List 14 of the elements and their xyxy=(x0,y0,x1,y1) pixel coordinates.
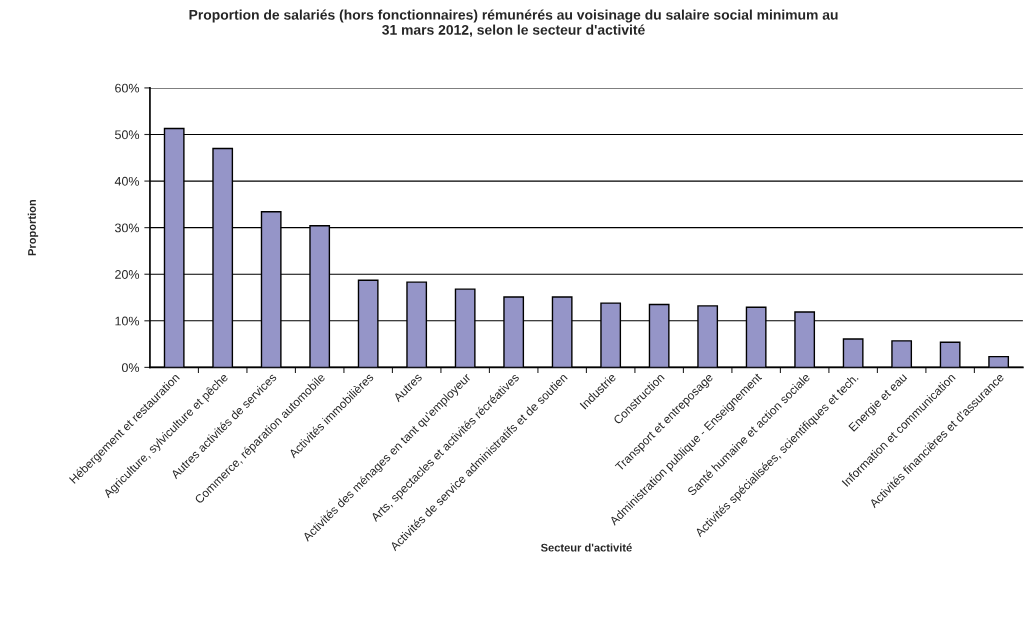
chart-title: Proportion de salariés (hors fonctionnaires) rémunérés au voisinage du salaire social minimum au 31 mars 2012, selon le secteur d'activité xyxy=(189,9,838,37)
bar xyxy=(939,341,961,368)
y-tick-label: 40% xyxy=(114,176,140,186)
y-tick-label: 0% xyxy=(121,363,140,373)
bar xyxy=(988,355,1010,368)
y-tick-label: 20% xyxy=(115,270,140,279)
y-tick-label: 60% xyxy=(115,83,140,93)
x-axis-title: Secteur d'activité xyxy=(540,543,632,552)
y-tick-label: 30% xyxy=(114,223,140,233)
bar xyxy=(891,340,913,368)
y-axis-title: Proportion xyxy=(27,199,39,256)
y-tick-label: 50% xyxy=(115,130,140,140)
bar xyxy=(842,338,864,368)
y-tick-label: 10% xyxy=(115,316,140,326)
